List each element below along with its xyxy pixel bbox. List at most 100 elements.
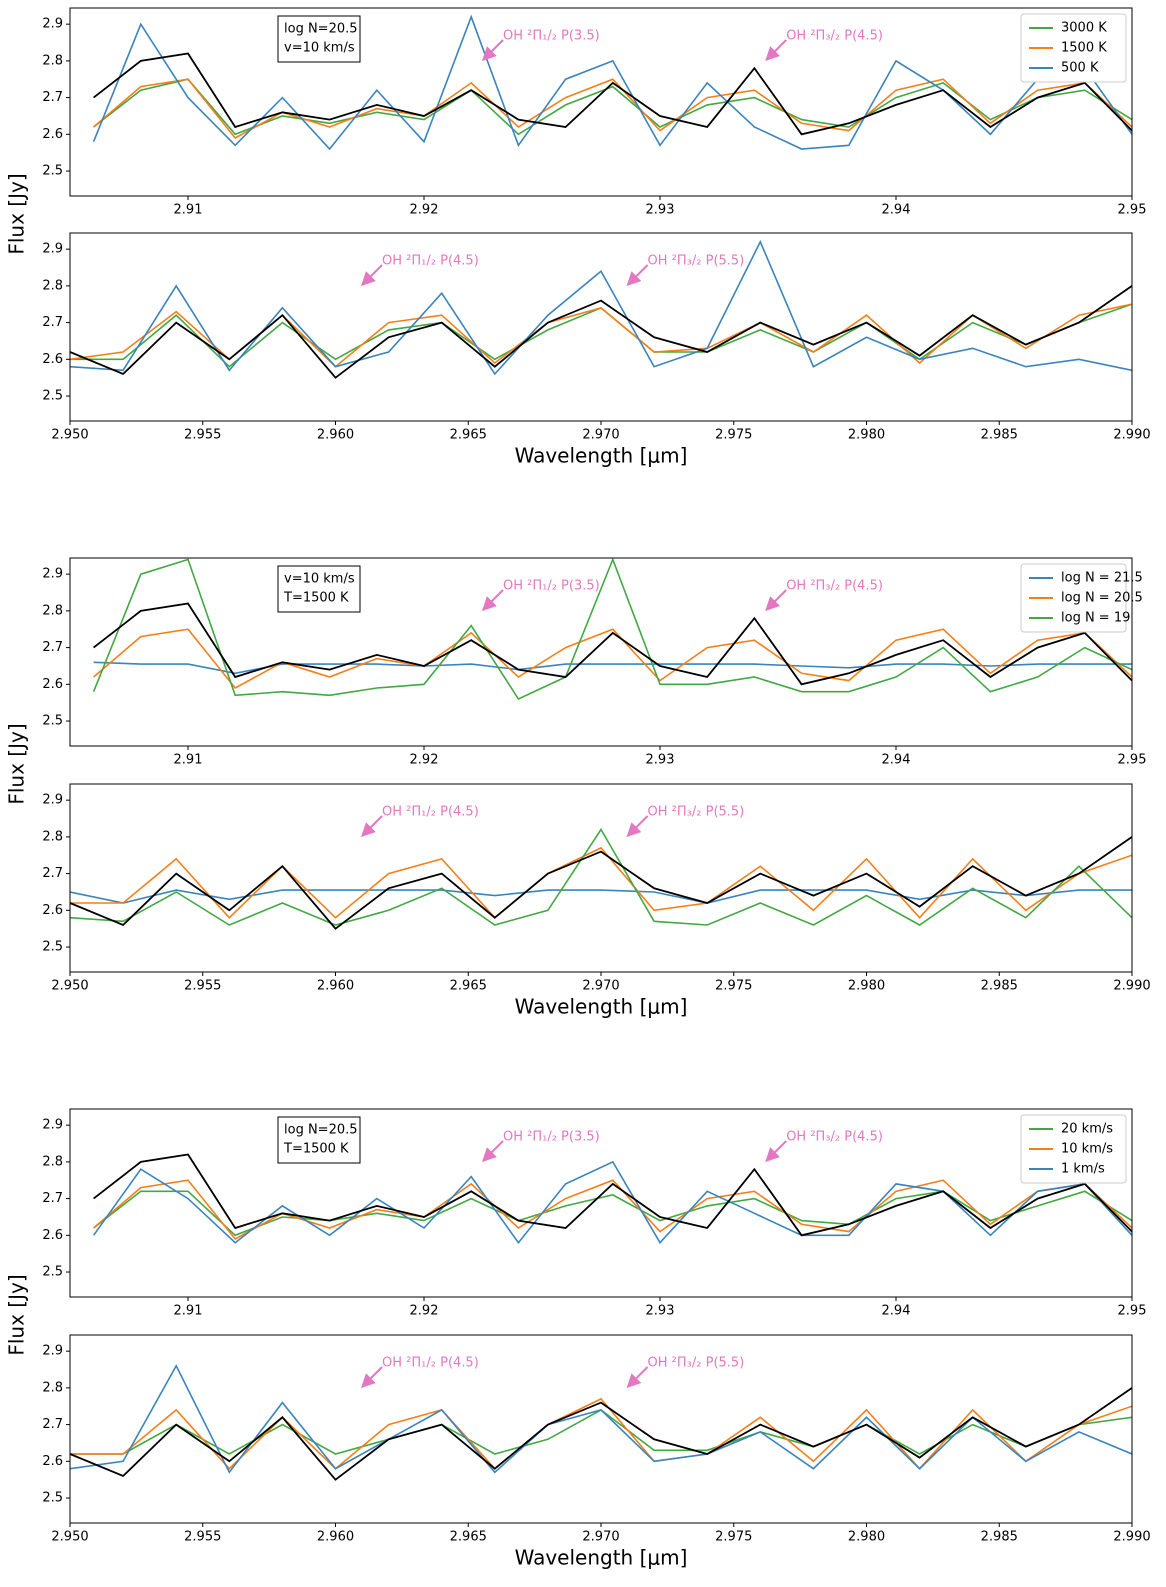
series-line: [93, 1179, 1132, 1241]
y-tick-label: 2.6: [42, 903, 63, 918]
series-line: [70, 827, 1132, 926]
y-axis-label: Flux [Jy]: [5, 1274, 29, 1355]
y-tick-label: 2.8: [42, 1380, 63, 1395]
series-line: [93, 628, 1132, 690]
series-line: [93, 52, 1132, 136]
x-tick-label: 2.955: [184, 1530, 221, 1545]
series-line: [70, 303, 1132, 368]
y-tick-label: 2.5: [42, 940, 63, 955]
text-box-line: log N=20.5: [284, 22, 358, 37]
y-tick-label: 2.7: [42, 90, 63, 105]
axes-frame: [69, 1334, 1133, 1524]
x-tick-label: 2.94: [882, 203, 911, 218]
x-tick-label: 2.93: [646, 203, 675, 218]
y-tick-label: 2.8: [42, 1154, 63, 1169]
plot-area: [92, 14, 1132, 151]
annotation: OH ²Π₁/₂ P(3.5): [503, 1130, 600, 1145]
x-tick-label: 2.955: [184, 979, 221, 994]
legend-label: 10 km/s: [1061, 1142, 1113, 1157]
series-line: [93, 78, 1132, 136]
x-tick-label: 2.980: [848, 428, 885, 443]
x-axis-label: Wavelength [μm]: [515, 1546, 688, 1570]
annotation-arrow: [361, 264, 383, 286]
y-tick-label: 2.8: [42, 603, 63, 618]
y-tick-label: 2.7: [42, 866, 63, 881]
x-tick-label: 2.980: [848, 979, 885, 994]
y-tick-label: 2.6: [42, 127, 63, 142]
x-tick-label: 2.975: [715, 428, 752, 443]
x-axis-label: Wavelength [μm]: [515, 444, 688, 468]
x-tick-label: 2.92: [410, 203, 439, 218]
x-tick-label: 2.975: [715, 979, 752, 994]
annotation-arrow: [482, 1140, 504, 1162]
x-tick-label: 2.91: [174, 1304, 203, 1319]
legend-label: log N = 19: [1061, 611, 1130, 626]
x-axis-label: Wavelength [μm]: [515, 995, 688, 1019]
annotation-arrow: [361, 815, 383, 837]
text-box-line: T=1500 K: [283, 1142, 349, 1157]
x-tick-label: 2.970: [582, 428, 619, 443]
plot-area: [70, 1364, 1132, 1481]
x-tick-label: 2.950: [51, 1530, 88, 1545]
legend-box: [1020, 563, 1127, 633]
annotation-arrow: [626, 264, 649, 286]
legend-label: 1 km/s: [1061, 1162, 1105, 1177]
x-tick-label: 2.965: [450, 979, 487, 994]
annotation: OH ²Π₃/₂ P(5.5): [648, 1356, 745, 1371]
x-tick-label: 2.955: [184, 428, 221, 443]
annotation: OH ²Π₁/₂ P(4.5): [382, 805, 479, 820]
text-box-line: log N=20.5: [284, 1123, 358, 1138]
x-tick-label: 2.975: [715, 1530, 752, 1545]
plot-area: [70, 827, 1132, 930]
annotation: OH ²Π₃/₂ P(4.5): [786, 579, 883, 594]
annotation: OH ²Π₁/₂ P(4.5): [382, 254, 479, 269]
legend-label: log N = 21.5: [1061, 571, 1143, 586]
annotation: OH ²Π₃/₂ P(4.5): [786, 29, 883, 44]
annotation: OH ²Π₁/₂ P(3.5): [503, 29, 600, 44]
y-tick-label: 2.8: [42, 829, 63, 844]
y-tick-label: 2.9: [42, 1118, 63, 1133]
x-tick-label: 2.960: [317, 428, 354, 443]
series-line: [70, 1364, 1132, 1474]
y-tick-label: 2.6: [42, 677, 63, 692]
x-tick-label: 2.950: [51, 428, 88, 443]
x-tick-label: 2.970: [582, 979, 619, 994]
annotation-arrow: [482, 39, 504, 61]
y-tick-label: 2.5: [42, 389, 63, 404]
y-tick-label: 2.7: [42, 640, 63, 655]
y-tick-label: 2.5: [42, 1265, 63, 1280]
series-line: [70, 1387, 1132, 1481]
x-tick-label: 2.965: [450, 428, 487, 443]
text-box-line: T=1500 K: [283, 591, 349, 606]
plot-area: [92, 1153, 1132, 1245]
x-tick-label: 2.990: [1113, 428, 1150, 443]
y-tick-label: 2.9: [42, 567, 63, 582]
text-box: [277, 565, 361, 613]
legend-label: 3000 K: [1061, 21, 1107, 36]
x-tick-label: 2.94: [882, 1304, 911, 1319]
axes-frame: [69, 783, 1133, 973]
legend-label: log N = 20.5: [1061, 591, 1143, 606]
x-tick-label: 2.950: [51, 979, 88, 994]
y-tick-label: 2.5: [42, 714, 63, 729]
series-line: [70, 846, 1132, 919]
x-tick-label: 2.965: [450, 1530, 487, 1545]
legend-label: 1500 K: [1061, 41, 1107, 56]
y-axis-label: Flux [Jy]: [5, 723, 29, 804]
x-tick-label: 2.985: [981, 979, 1018, 994]
x-tick-label: 2.91: [174, 753, 203, 768]
x-tick-label: 2.960: [317, 979, 354, 994]
x-tick-label: 2.91: [174, 203, 203, 218]
axes-frame: [69, 7, 1133, 197]
annotation: OH ²Π₃/₂ P(4.5): [786, 1130, 883, 1145]
x-tick-label: 2.980: [848, 1530, 885, 1545]
text-box-line: v=10 km/s: [284, 41, 355, 56]
annotation: OH ²Π₁/₂ P(4.5): [382, 1356, 479, 1371]
y-tick-label: 2.9: [42, 1344, 63, 1359]
series-line: [93, 1190, 1132, 1237]
x-tick-label: 2.985: [981, 428, 1018, 443]
annotation: OH ²Π₁/₂ P(3.5): [503, 579, 600, 594]
annotation-arrow: [765, 589, 787, 611]
y-tick-label: 2.8: [42, 53, 63, 68]
y-tick-label: 2.7: [42, 1191, 63, 1206]
